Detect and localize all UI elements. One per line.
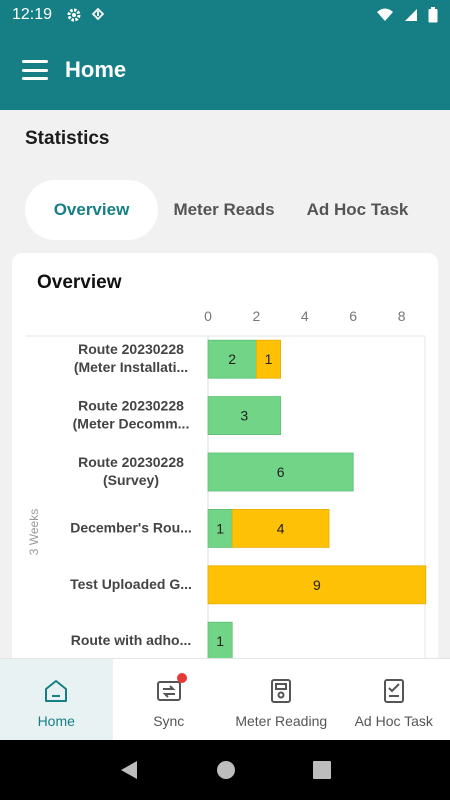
status-bar: 12:19 [0, 0, 450, 30]
home-icon [45, 680, 68, 702]
nav-sync[interactable]: Sync [113, 659, 226, 740]
bar-value-label: 3 [240, 408, 248, 424]
bar-segment [255, 339, 281, 379]
x-tick-label: 0 [204, 308, 212, 324]
nav-ad-hoc-task[interactable]: Ad Hoc Task [338, 659, 450, 740]
x-tick-label: 2 [253, 308, 261, 324]
bar-value-label: 9 [313, 577, 321, 593]
nav-meter-reading[interactable]: Meter Reading [225, 659, 338, 740]
sync-notification-badge [176, 673, 187, 683]
system-nav-bar [0, 740, 450, 800]
bar-value-label: 1 [265, 351, 273, 367]
category-label: Route 20230228 [78, 398, 184, 414]
tab-overview[interactable]: Overview [25, 180, 158, 240]
bar-segment [207, 396, 281, 436]
menu-icon[interactable] [22, 60, 48, 80]
settings-gear-icon [67, 8, 81, 22]
bar-value-label: 6 [277, 464, 285, 480]
nav-meter-reading-label: Meter Reading [235, 713, 328, 729]
overview-card-title: Overview [37, 272, 122, 293]
nav-home[interactable]: Home [0, 659, 113, 740]
wifi-icon [377, 8, 393, 21]
bar-segment [207, 452, 354, 492]
category-label: (Survey) [103, 472, 159, 488]
battery-icon [428, 7, 438, 23]
bar-segment [231, 508, 330, 548]
category-label: (Meter Decomm... [73, 416, 190, 432]
category-label: December's Rou... [70, 519, 192, 535]
bottom-nav: Home Sync Meter Reading Ad Hoc Task [0, 658, 450, 740]
page-title: Home [65, 57, 127, 82]
nav-home-label: Home [37, 713, 75, 729]
ad-hoc-task-icon [383, 679, 404, 703]
nav-ad-hoc-task-label: Ad Hoc Task [354, 713, 433, 729]
category-label: Route 20230228 [78, 341, 184, 357]
nav-sync-label: Sync [153, 713, 185, 729]
status-time: 12:19 [12, 6, 53, 23]
category-label: Route with adho... [71, 632, 192, 648]
x-tick-label: 4 [301, 308, 309, 324]
signal-icon [405, 9, 417, 21]
statistics-tabs: Overview Meter Reads Ad Hoc Task [25, 180, 425, 240]
bar-value-label: 1 [216, 520, 224, 536]
recents-square-icon[interactable] [313, 761, 332, 779]
x-tick-label: 6 [349, 308, 357, 324]
category-label: Route 20230228 [78, 454, 184, 470]
meter-reading-icon [271, 679, 292, 703]
overview-card: Overview 0 2 4 6 8 3 Weeks Route 20230228 (Mete… [12, 253, 438, 673]
statistics-heading: Statistics [25, 128, 110, 149]
back-icon[interactable] [119, 759, 139, 781]
x-tick-label: 8 [398, 308, 406, 324]
download-shield-icon [92, 8, 105, 21]
bar-segment [207, 565, 427, 605]
app-bar: Home [0, 30, 450, 110]
bar-segment [207, 339, 257, 379]
overview-bar-chart: 0 2 4 6 8 3 Weeks Route 20230228 (Meter Install… [26, 308, 427, 673]
axis-side-label: 3 Weeks [27, 509, 41, 555]
sync-icon [156, 681, 181, 701]
tab-ad-hoc-task[interactable]: Ad Hoc Task [306, 200, 409, 219]
category-label: (Meter Installati... [74, 359, 188, 375]
bar-segment [207, 508, 233, 548]
category-label: Test Uploaded G... [70, 576, 192, 592]
bar-value-label: 4 [277, 520, 285, 536]
bar-segment [207, 621, 233, 661]
sync-icon-wrapper [155, 673, 187, 705]
tab-meter-reads[interactable]: Meter Reads [173, 200, 275, 219]
bar-value-label: 2 [228, 351, 236, 367]
home-circle-icon[interactable] [216, 760, 236, 780]
bar-value-label: 1 [216, 633, 224, 649]
